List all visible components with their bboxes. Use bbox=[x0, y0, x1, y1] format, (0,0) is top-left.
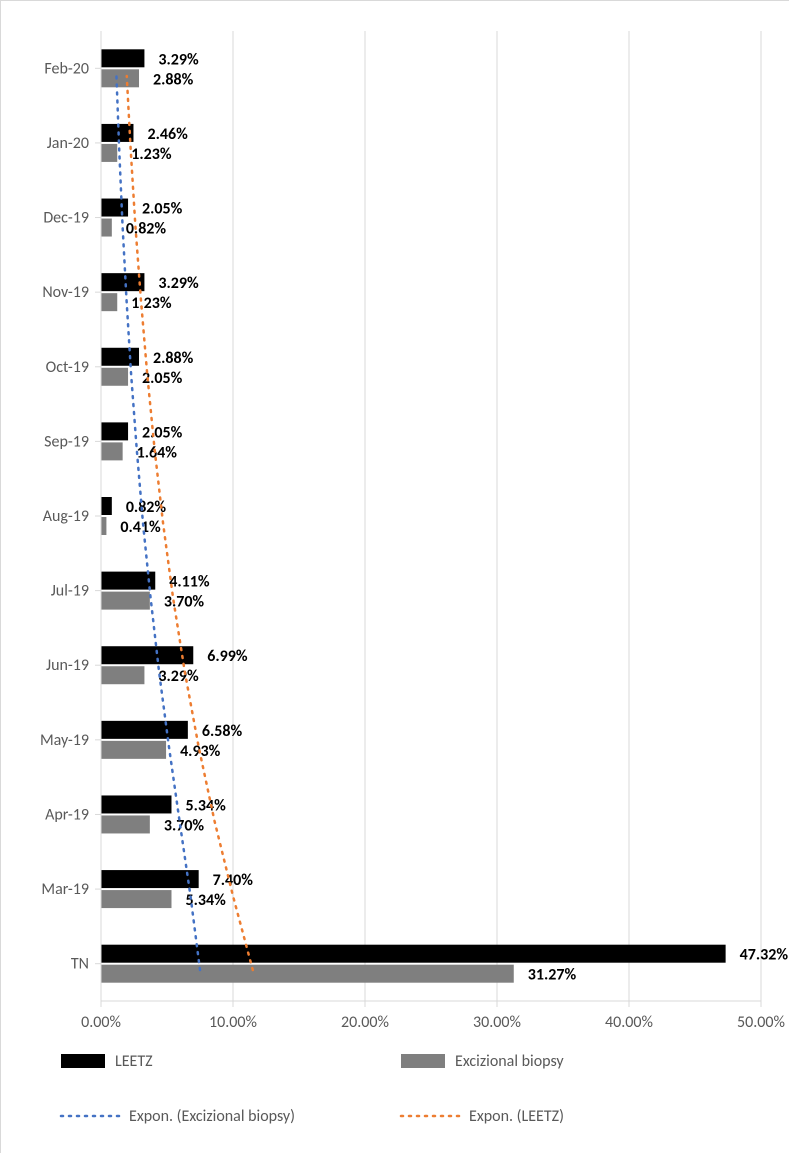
bar-leetz bbox=[101, 945, 726, 963]
bar-leetz bbox=[101, 199, 128, 217]
svg-text:2.88%: 2.88% bbox=[153, 349, 194, 368]
svg-text:2.46%: 2.46% bbox=[147, 125, 188, 144]
svg-text:Sep-19: Sep-19 bbox=[44, 432, 89, 451]
svg-text:3.70%: 3.70% bbox=[164, 816, 205, 835]
svg-text:3.70%: 3.70% bbox=[164, 593, 205, 612]
bar-chart: 0.00% 10.00% 20.00% 30.00% 40.00% 50.00% TN Mar… bbox=[1, 1, 789, 1154]
svg-text:6.58%: 6.58% bbox=[202, 722, 243, 741]
bar-excizional bbox=[101, 144, 117, 162]
bar-excizional bbox=[101, 517, 106, 535]
svg-text:50.00%: 50.00% bbox=[737, 1013, 785, 1032]
legend-swatch bbox=[61, 1054, 105, 1068]
svg-text:Mar-19: Mar-19 bbox=[41, 880, 89, 899]
svg-text:2.88%: 2.88% bbox=[153, 70, 194, 89]
svg-text:0.41%: 0.41% bbox=[120, 518, 161, 537]
svg-text:2.05%: 2.05% bbox=[142, 200, 183, 219]
svg-text:0.00%: 0.00% bbox=[81, 1013, 121, 1032]
svg-text:Nov-19: Nov-19 bbox=[42, 283, 89, 302]
svg-text:Aug-19: Aug-19 bbox=[43, 507, 89, 526]
svg-text:6.99%: 6.99% bbox=[207, 647, 248, 666]
svg-text:Jul-19: Jul-19 bbox=[51, 582, 89, 601]
svg-text:0.82%: 0.82% bbox=[126, 220, 167, 239]
svg-text:30.00%: 30.00% bbox=[473, 1013, 521, 1032]
bar-excizional bbox=[101, 741, 166, 759]
bar-excizional bbox=[101, 890, 171, 908]
legend-label: Excizional biopsy bbox=[455, 1052, 564, 1071]
bar-excizional bbox=[101, 965, 514, 983]
svg-text:May-19: May-19 bbox=[40, 731, 89, 750]
bar-excizional bbox=[101, 368, 128, 386]
svg-text:3.29%: 3.29% bbox=[158, 50, 199, 69]
svg-text:Jan-20: Jan-20 bbox=[47, 134, 89, 153]
bar-leetz bbox=[101, 870, 199, 888]
svg-text:4.11%: 4.11% bbox=[169, 573, 210, 592]
svg-text:2.05%: 2.05% bbox=[142, 423, 183, 442]
legend-label: LEETZ bbox=[115, 1052, 153, 1071]
bar-leetz bbox=[101, 497, 112, 515]
bar-excizional bbox=[101, 442, 123, 460]
bar-excizional bbox=[101, 293, 117, 311]
svg-text:TN: TN bbox=[71, 955, 89, 974]
svg-text:Jun-19: Jun-19 bbox=[46, 656, 89, 675]
bar-leetz bbox=[101, 49, 144, 67]
svg-text:7.40%: 7.40% bbox=[213, 871, 254, 890]
bar-leetz bbox=[101, 348, 139, 366]
bar-excizional bbox=[101, 592, 150, 610]
svg-text:5.34%: 5.34% bbox=[185, 796, 226, 815]
legend-label: Expon. (LEETZ) bbox=[469, 1107, 564, 1126]
svg-text:40.00%: 40.00% bbox=[605, 1013, 653, 1032]
svg-text:1.23%: 1.23% bbox=[131, 145, 172, 164]
svg-text:31.27%: 31.27% bbox=[528, 966, 577, 985]
svg-text:1.23%: 1.23% bbox=[131, 294, 172, 313]
bar-excizional bbox=[101, 69, 139, 87]
bar-leetz bbox=[101, 721, 188, 739]
legend-swatch bbox=[401, 1054, 445, 1068]
chart-container: 0.00% 10.00% 20.00% 30.00% 40.00% 50.00% TN Mar… bbox=[0, 0, 789, 1153]
bar-leetz bbox=[101, 646, 193, 664]
svg-text:Dec-19: Dec-19 bbox=[43, 209, 89, 228]
bar-leetz bbox=[101, 572, 155, 590]
bar-excizional bbox=[101, 666, 144, 684]
bar-excizional bbox=[101, 815, 150, 833]
svg-text:10.00%: 10.00% bbox=[209, 1013, 257, 1032]
svg-text:3.29%: 3.29% bbox=[158, 667, 199, 686]
legend-label: Expon. (Excizional biopsy) bbox=[129, 1107, 295, 1126]
svg-text:Oct-19: Oct-19 bbox=[46, 358, 89, 377]
svg-text:47.32%: 47.32% bbox=[740, 946, 789, 965]
bar-excizional bbox=[101, 219, 112, 237]
svg-text:Apr-19: Apr-19 bbox=[45, 805, 89, 824]
svg-text:Feb-20: Feb-20 bbox=[44, 59, 89, 78]
bar-leetz bbox=[101, 795, 171, 813]
bar-leetz bbox=[101, 422, 128, 440]
svg-text:20.00%: 20.00% bbox=[341, 1013, 389, 1032]
svg-text:3.29%: 3.29% bbox=[158, 274, 199, 293]
